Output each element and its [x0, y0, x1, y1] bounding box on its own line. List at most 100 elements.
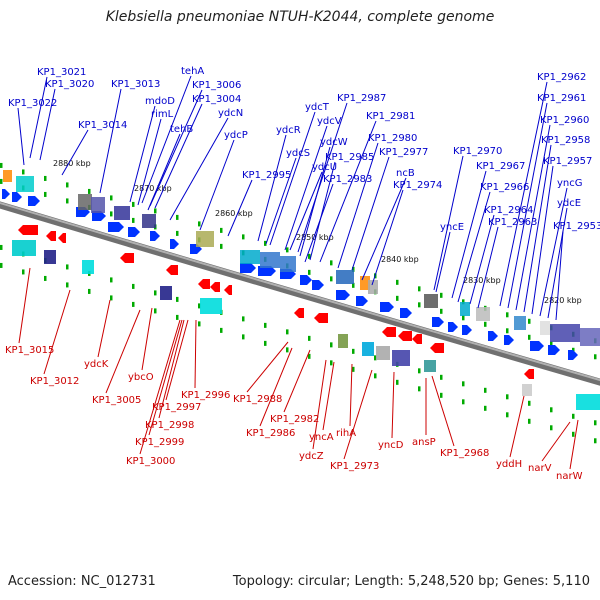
- reverse-gene-arrow: [430, 343, 444, 353]
- reverse-gene-arrow: [382, 327, 396, 337]
- reverse-gene-label: KP1_2996: [181, 390, 230, 401]
- forward-feature-box: [240, 250, 260, 264]
- tick-mark: [132, 283, 135, 289]
- tick-mark: [242, 234, 245, 240]
- tick-mark: [528, 334, 531, 340]
- reverse-label-leader: [165, 319, 189, 401]
- reverse-gene-labels: KP1_3015 KP1_3012 ydcK ybcO KP1_3005 KP1_2996…: [5, 345, 583, 482]
- forward-label-leader: [137, 118, 162, 206]
- reverse-gene-arrow: [198, 279, 210, 289]
- forward-feature-box: [114, 206, 130, 220]
- reverse-gene-label: KP1_3000: [126, 456, 175, 467]
- reverse-gene-arrow: [398, 331, 412, 341]
- tick-mark: [528, 318, 531, 324]
- forward-label-leader: [154, 103, 203, 209]
- reverse-gene-arrow: [294, 308, 304, 318]
- tick-mark: [308, 353, 311, 359]
- forward-gene-arrow: [336, 290, 350, 300]
- forward-label-leader: [539, 187, 568, 317]
- forward-gene-arrow: [488, 331, 498, 341]
- reverse-label-leader: [391, 371, 395, 439]
- reverse-feature-box: [522, 384, 532, 396]
- tick-mark: [66, 264, 69, 270]
- forward-gene-arrow: [128, 227, 140, 237]
- forward-feature-box: [260, 252, 280, 268]
- tick-mark: [66, 282, 69, 288]
- tick-mark: [264, 322, 267, 328]
- forward-gene-label: KP1_2966: [480, 182, 529, 193]
- tick-mark: [154, 208, 157, 214]
- reverse-gene-label: narW: [556, 471, 583, 482]
- tick-mark: [0, 162, 3, 168]
- scale-label: 2840 kbp: [381, 255, 419, 264]
- forward-gene-label: KP1_3006: [192, 80, 241, 91]
- tick-mark: [484, 387, 487, 393]
- tick-mark: [0, 262, 3, 268]
- forward-gene-label: KP1_2981: [366, 111, 415, 122]
- reverse-label-leader: [139, 319, 181, 455]
- reverse-label-leader: [312, 359, 327, 450]
- forward-label-leader: [304, 183, 334, 263]
- forward-label-leader: [265, 157, 297, 245]
- forward-gene-label: KP1_3021: [37, 67, 86, 78]
- forward-gene-label: KP1_2974: [393, 180, 442, 191]
- forward-gene-label: KP1_2961: [537, 93, 586, 104]
- tick-mark: [506, 412, 509, 418]
- forward-gene-label: KP1_3020: [45, 79, 94, 90]
- forward-label-leader: [297, 102, 348, 253]
- tick-mark: [88, 188, 91, 194]
- forward-feature-box: [336, 270, 354, 284]
- tick-mark: [308, 335, 311, 341]
- forward-gene-label: KP1_2985: [325, 152, 374, 163]
- tick-mark: [550, 425, 553, 431]
- forward-feature-box: [142, 214, 156, 228]
- tick-mark: [264, 340, 267, 346]
- reverse-feature-box: [338, 334, 348, 348]
- forward-label-leader: [284, 125, 328, 251]
- tick-mark: [418, 386, 421, 392]
- tick-mark: [418, 286, 421, 292]
- tick-mark: [44, 191, 47, 197]
- forward-gene-label: KP1_2980: [368, 133, 417, 144]
- forward-gene-arrow: [258, 266, 276, 276]
- forward-gene-arrow: [12, 192, 22, 202]
- forward-gene-label: ydcP: [224, 130, 248, 141]
- reverse-gene-arrow: [120, 253, 134, 263]
- tick-mark: [594, 354, 597, 360]
- tick-mark: [308, 269, 311, 275]
- reverse-label-leader: [343, 369, 373, 460]
- forward-gene-label: KP1_2967: [476, 161, 525, 172]
- forward-label-leader: [129, 105, 156, 203]
- forward-gene-label: KP1_2970: [453, 146, 502, 157]
- tick-mark: [462, 299, 465, 305]
- reverse-gene-label: narV: [528, 463, 552, 474]
- forward-feature-box: [3, 170, 12, 182]
- forward-label-leader: [257, 134, 287, 242]
- tick-mark: [440, 308, 443, 314]
- tick-mark: [396, 295, 399, 301]
- reverse-gene-label: ybcO: [128, 372, 154, 383]
- reverse-gene-label: KP1_3012: [30, 376, 79, 387]
- reverse-gene-arrow: [46, 231, 56, 241]
- reverse-gene-label: KP1_2997: [152, 402, 201, 413]
- tick-mark: [132, 217, 135, 223]
- reverse-gene-label: yddH: [496, 459, 522, 470]
- tick-mark: [572, 431, 575, 437]
- tick-mark: [528, 400, 531, 406]
- forward-feature-box: [540, 321, 550, 335]
- tick-mark: [594, 438, 597, 444]
- tick-mark: [176, 214, 179, 220]
- forward-label-leader: [17, 107, 25, 166]
- forward-label-leaders: [17, 75, 568, 321]
- forward-gene-label: yncE: [440, 222, 464, 233]
- forward-gene-label: tehB: [170, 124, 193, 135]
- tick-mark: [220, 327, 223, 333]
- forward-label-leader: [337, 142, 379, 269]
- forward-gene-arrow: [2, 189, 10, 199]
- tick-mark: [462, 381, 465, 387]
- reverse-gene-arrow: [314, 313, 328, 323]
- reverse-label-leader: [322, 361, 335, 431]
- forward-gene-label: yncG: [557, 178, 583, 189]
- reverse-gene-label: KP1_3015: [5, 345, 54, 356]
- forward-gene-arrow: [448, 322, 458, 332]
